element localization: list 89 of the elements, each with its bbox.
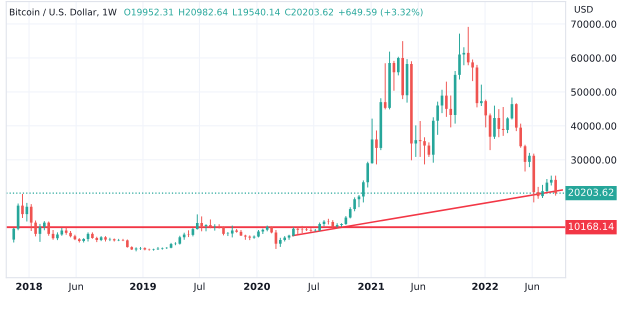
candlestick xyxy=(348,207,352,218)
candlestick xyxy=(480,84,483,106)
candlestick xyxy=(440,90,444,114)
annotation: L19540.14 xyxy=(233,8,280,16)
candlestick xyxy=(466,26,470,66)
x-tick-label: 2021 xyxy=(358,282,384,290)
candlestick xyxy=(156,246,160,250)
candlestick xyxy=(392,60,396,91)
candlestick xyxy=(370,118,374,164)
x-tick-label: Jul xyxy=(193,282,204,292)
candlestick xyxy=(384,63,387,110)
candlestick xyxy=(134,247,138,252)
candlestick xyxy=(200,216,203,232)
candlestick xyxy=(34,220,37,236)
candlestick xyxy=(445,82,448,117)
candlestick xyxy=(536,186,540,199)
annotation: C20203.62 xyxy=(285,8,334,16)
y-axis-title: USD xyxy=(574,6,593,13)
candlestick xyxy=(187,230,190,238)
candlestick xyxy=(310,228,312,232)
candlestick xyxy=(546,179,548,192)
candlestick xyxy=(375,130,378,164)
candlestick xyxy=(366,162,370,188)
x-tick-label: Jun xyxy=(68,282,83,292)
y-tick-label: 50000.00 xyxy=(571,88,616,96)
candlestick xyxy=(418,120,422,157)
candlestick xyxy=(21,194,24,218)
candlestick xyxy=(274,230,278,249)
candlestick xyxy=(488,113,492,150)
candlestick xyxy=(230,226,234,238)
y-tick-label: 70000.00 xyxy=(571,20,616,28)
candlestick xyxy=(30,204,33,231)
candlestick xyxy=(498,109,500,138)
candlestick xyxy=(514,103,518,132)
candlestick xyxy=(502,107,505,136)
x-tick-label: Jun xyxy=(410,282,426,292)
x-tick-label: 2020 xyxy=(244,282,270,290)
candlestick xyxy=(226,232,230,236)
candlestick xyxy=(436,102,439,135)
annotation: O19952.31 xyxy=(124,8,174,16)
candlestick xyxy=(336,223,338,228)
candlestick xyxy=(196,214,199,230)
candlestick xyxy=(458,34,461,80)
candlestick xyxy=(449,95,452,128)
candlestick xyxy=(139,246,142,250)
candlestick xyxy=(471,59,474,82)
x-tick-label: Jul xyxy=(307,282,319,292)
x-tick-label: 2019 xyxy=(130,282,156,290)
annotation: +649.59 (+3.32%) xyxy=(338,8,423,17)
candlestick xyxy=(358,195,360,208)
candlestick xyxy=(493,106,496,139)
text: Bitcoin / U.S. Dollar, 1W xyxy=(10,8,117,16)
candlestick xyxy=(117,238,120,242)
candlestick xyxy=(161,247,164,250)
candlestick xyxy=(510,98,514,120)
candlestick xyxy=(12,228,16,243)
candlestick xyxy=(47,221,50,236)
candlestick xyxy=(122,238,124,242)
candlestick xyxy=(506,117,509,134)
candlestick xyxy=(554,176,557,196)
candlestick xyxy=(252,235,256,239)
candlestick xyxy=(519,124,522,148)
annotation: H20982.64 xyxy=(179,8,228,16)
candlestick xyxy=(327,218,330,225)
candlestick xyxy=(340,223,343,227)
x-tick-label: Jun xyxy=(524,282,539,292)
candlestick xyxy=(38,224,42,242)
candlestick xyxy=(484,100,488,128)
x-tick-label: 2018 xyxy=(16,282,42,290)
ref-line-label: 10168.14 xyxy=(568,222,614,230)
candlestick xyxy=(16,203,20,230)
candlestick xyxy=(353,197,356,212)
candlestick xyxy=(174,242,177,246)
candlestick xyxy=(296,227,300,235)
candlestick xyxy=(528,152,531,168)
ref-line-label: 20203.62 xyxy=(568,188,614,196)
candlestick xyxy=(204,224,208,232)
candlestick xyxy=(244,234,247,240)
candlestick xyxy=(414,125,418,157)
candlestick xyxy=(423,137,426,164)
x-tick-label: 2022 xyxy=(472,282,498,290)
y-tick-label: 30000.00 xyxy=(571,156,616,164)
y-tick-label: 60000.00 xyxy=(571,54,616,62)
candlestick xyxy=(397,56,400,76)
y-tick-label: 40000.00 xyxy=(570,122,616,130)
candlestick xyxy=(26,202,28,222)
candlestick xyxy=(524,144,526,172)
candlestick xyxy=(428,142,430,157)
candlestick xyxy=(248,235,252,240)
